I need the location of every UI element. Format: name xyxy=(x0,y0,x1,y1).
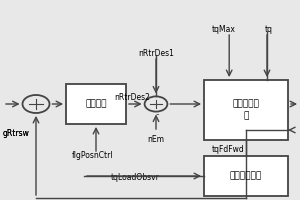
Text: -: - xyxy=(156,109,160,119)
Text: nRtrDes1: nRtrDes1 xyxy=(138,49,174,58)
Text: tq: tq xyxy=(265,25,272,34)
Text: nEm: nEm xyxy=(148,136,164,144)
Text: gRtrsw: gRtrsw xyxy=(3,130,30,138)
Text: tqLoadObsvr: tqLoadObsvr xyxy=(111,172,159,182)
Text: 比例积分调
节: 比例积分调 节 xyxy=(232,100,260,120)
Text: tqMax: tqMax xyxy=(212,25,236,34)
FancyBboxPatch shape xyxy=(204,156,288,196)
Text: 比例调节: 比例调节 xyxy=(85,99,107,108)
Text: gRtrsw: gRtrsw xyxy=(3,130,30,138)
FancyBboxPatch shape xyxy=(204,80,288,140)
Text: flgPosnCtrl: flgPosnCtrl xyxy=(72,152,114,160)
FancyBboxPatch shape xyxy=(66,84,126,124)
Text: nRtrDes2: nRtrDes2 xyxy=(114,94,150,102)
Text: tqFdFwd: tqFdFwd xyxy=(212,144,244,154)
Text: 前馈扬矩计算: 前馈扬矩计算 xyxy=(230,171,262,180)
